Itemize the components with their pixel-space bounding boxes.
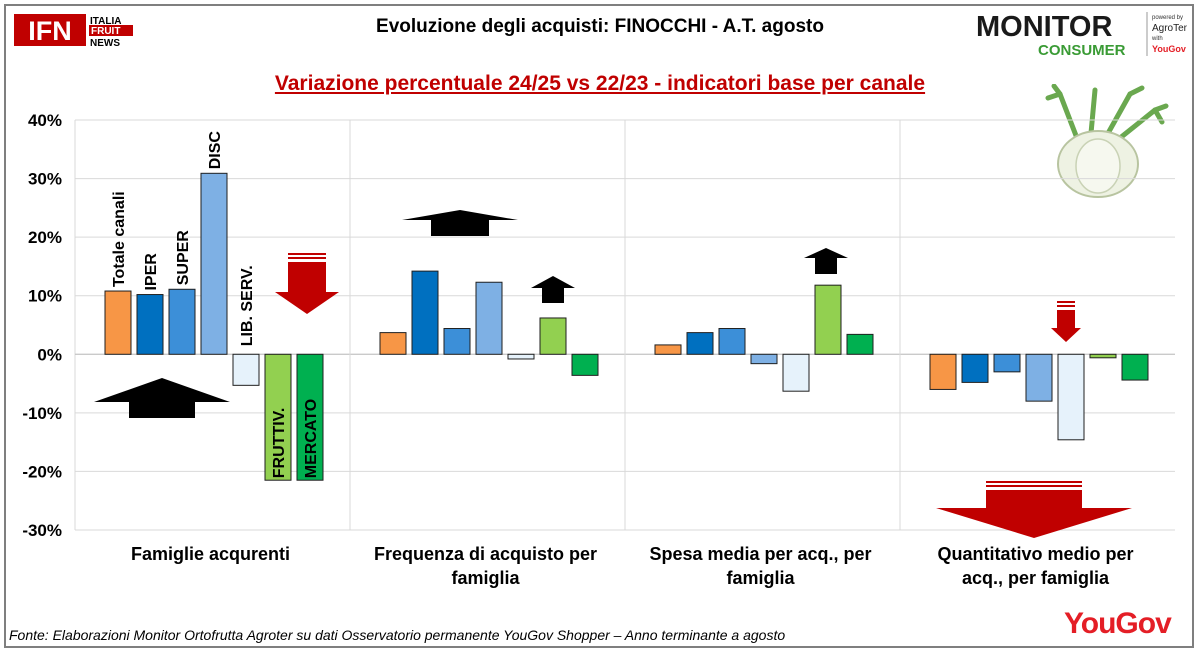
monitor-consumer-logo: MONITOR CONSUMER powered by AgroTer with…: [976, 11, 1188, 59]
bar-super: [443, 328, 471, 355]
yougov-small-text: YouGov: [1152, 44, 1186, 54]
bar-mercato: [1121, 353, 1149, 381]
bar-lib-serv: [232, 353, 260, 386]
down-arrow-icon: [275, 262, 339, 314]
bar-lib-serv: [507, 353, 535, 360]
agroter-text: AgroTer: [1152, 23, 1188, 34]
category-label: acq., per famiglia: [962, 568, 1110, 588]
series-label: Totale canali: [111, 191, 128, 287]
fennel-image: [1045, 84, 1169, 198]
ifn-logo-line-2: FRUIT: [91, 26, 120, 37]
chart-subtitle: Variazione percentuale 24/25 vs 22/23 - …: [274, 72, 926, 95]
category-label: Frequenza di acquisto per: [374, 544, 597, 564]
bar-disc: [1025, 353, 1053, 402]
bar-iper: [961, 353, 989, 383]
ifn-logo-line-3: NEWS: [90, 38, 120, 48]
bar-super: [993, 353, 1021, 373]
category-label: Famiglie acqurenti: [131, 544, 290, 564]
bar-disc: [475, 281, 503, 355]
ifn-logo-text: IFN: [28, 16, 72, 46]
powered-by-text: powered by: [1152, 15, 1183, 21]
y-tick-label: -20%: [22, 462, 62, 481]
up-arrow-icon: [531, 276, 575, 303]
bar-lib-serv: [782, 353, 810, 392]
y-tick-label: 10%: [28, 287, 62, 306]
ifn-logo-box: [14, 14, 86, 46]
series-label: IPER: [143, 253, 160, 291]
source-note: Fonte: Elaborazioni Monitor Ortofrutta A…: [9, 627, 786, 643]
y-tick-label: -30%: [22, 521, 62, 540]
ifn-logo: IFN ITALIA FRUIT NEWS: [14, 14, 133, 48]
bar-iper: [136, 294, 164, 355]
up-arrow-icon: [402, 210, 518, 236]
y-tick-label: 30%: [28, 170, 62, 189]
yougov-logo: YouGov: [1064, 607, 1172, 640]
category-label: famiglia: [726, 568, 795, 588]
bar-iper: [686, 332, 714, 355]
series-label: MERCATO: [303, 399, 320, 478]
category-label: Quantitativo medio per: [937, 544, 1133, 564]
ifn-logo-line-1: ITALIA: [90, 16, 121, 27]
bar-disc: [750, 353, 778, 365]
y-tick-label: 0%: [37, 345, 62, 364]
down-arrow-icon: [936, 490, 1132, 538]
bar-fruttiv: [814, 284, 842, 355]
fennel-bulb-inner: [1075, 138, 1121, 194]
bar-mercato: [296, 353, 324, 481]
bar-lib-serv: [1057, 353, 1085, 441]
bar-fruttiv: [264, 353, 292, 481]
category-label: famiglia: [451, 568, 520, 588]
monitor-logo-text: MONITOR: [976, 11, 1112, 43]
bar-totale-canali: [379, 332, 407, 355]
up-arrow-icon: [94, 378, 230, 418]
bar-mercato: [571, 353, 599, 376]
bar-mercato: [846, 333, 874, 355]
consumer-logo-text: CONSUMER: [1038, 42, 1126, 59]
series-label: SUPER: [175, 230, 192, 286]
series-label: LIB. SERV.: [239, 265, 256, 346]
page-title: Evoluzione degli acquisti: FINOCCHI - A.…: [376, 16, 824, 37]
series-label: DISC: [207, 131, 224, 170]
bar-totale-canali: [104, 290, 132, 355]
up-arrow-icon: [804, 248, 848, 274]
bar-fruttiv: [1089, 353, 1117, 359]
bar-super: [168, 288, 196, 355]
bar-super: [718, 328, 746, 355]
y-tick-label: 20%: [28, 228, 62, 247]
category-label: Spesa media per acq., per: [649, 544, 871, 564]
y-tick-label: -10%: [22, 404, 62, 423]
ifn-logo-fruit-box: [89, 25, 133, 36]
with-text: with: [1151, 36, 1163, 42]
series-label: FRUTTIV.: [271, 408, 288, 479]
bar-disc: [200, 172, 228, 355]
down-arrow-icon: [1051, 310, 1081, 342]
bar-totale-canali: [929, 353, 957, 390]
bar-fruttiv: [539, 317, 567, 355]
y-tick-label: 40%: [28, 111, 62, 130]
bar-iper: [411, 270, 439, 355]
bar-totale-canali: [654, 344, 682, 355]
